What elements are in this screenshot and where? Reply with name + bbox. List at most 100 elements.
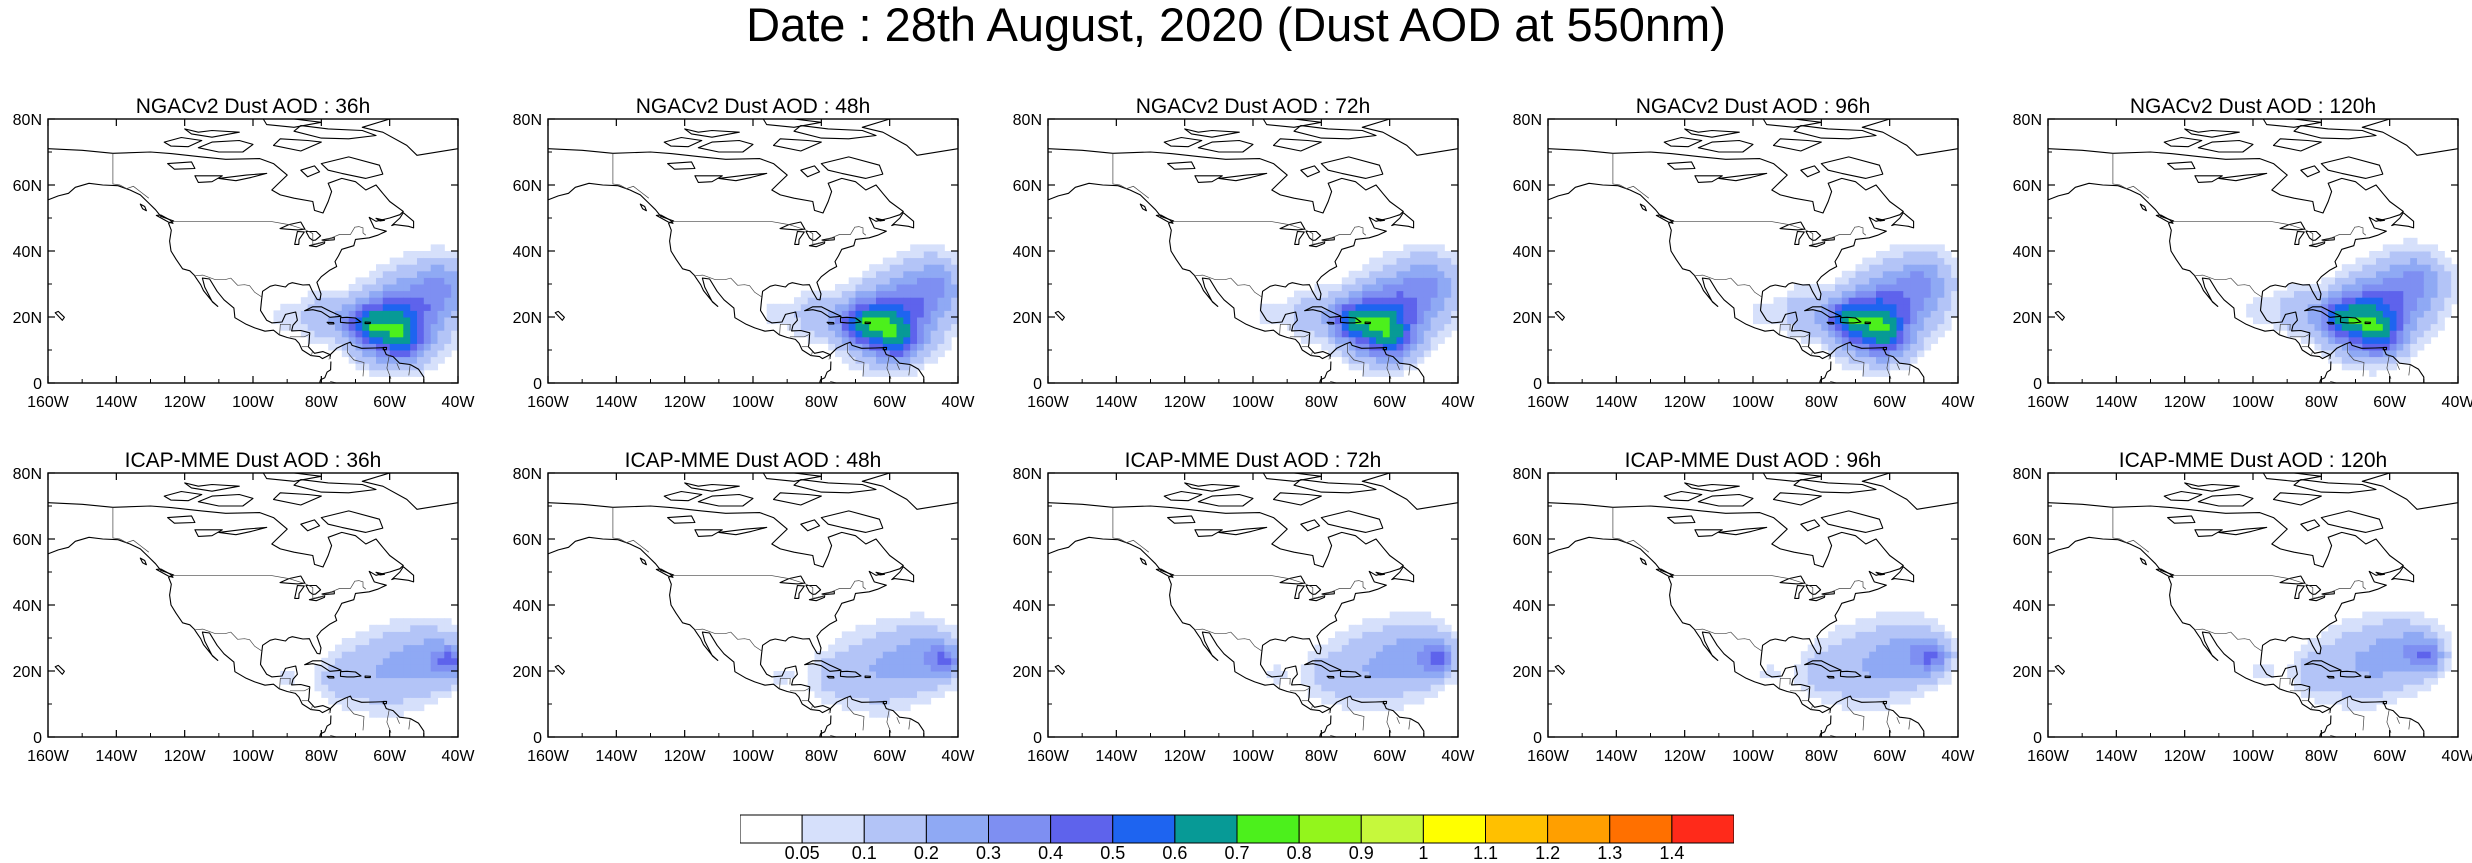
aod-cell bbox=[910, 677, 918, 685]
aod-cell bbox=[2396, 684, 2404, 692]
aod-cell bbox=[882, 350, 891, 358]
aod-cell bbox=[1341, 310, 1350, 318]
aod-cell bbox=[2417, 651, 2425, 659]
aod-cell bbox=[1389, 336, 1398, 344]
aod-cell bbox=[1376, 651, 1384, 659]
aod-cell bbox=[2314, 336, 2322, 344]
aod-cell bbox=[362, 644, 370, 652]
island-outline bbox=[197, 493, 254, 507]
island-outline bbox=[882, 346, 888, 351]
aod-cell bbox=[896, 350, 904, 358]
aod-cell bbox=[2403, 677, 2411, 685]
aod-cell bbox=[910, 671, 918, 679]
aod-cell bbox=[807, 317, 816, 325]
aod-cell bbox=[951, 251, 959, 259]
aod-cell bbox=[1430, 264, 1439, 272]
aod-cell bbox=[1376, 704, 1384, 712]
aod-cell bbox=[2341, 624, 2350, 632]
aod-cell bbox=[1376, 697, 1384, 705]
lon-tick-label: 60W bbox=[373, 394, 407, 411]
aod-cell bbox=[1259, 317, 1268, 325]
aod-cell bbox=[355, 638, 363, 646]
aod-cell bbox=[937, 277, 945, 285]
south-america-coastline bbox=[319, 341, 425, 384]
aod-cell bbox=[869, 664, 877, 672]
aod-cell bbox=[1917, 310, 1925, 318]
aod-cell bbox=[376, 330, 384, 338]
island-outline bbox=[1839, 670, 1862, 678]
aod-cell bbox=[917, 297, 925, 305]
island-outline bbox=[1361, 118, 1459, 156]
aod-cell bbox=[841, 651, 850, 659]
aod-cell bbox=[1396, 264, 1404, 272]
aod-cell bbox=[417, 284, 425, 292]
aod-cell bbox=[437, 631, 445, 639]
aod-cell bbox=[389, 343, 398, 351]
aod-cell bbox=[348, 350, 357, 358]
island-outline bbox=[2304, 660, 2342, 672]
aod-cell bbox=[917, 363, 925, 371]
lake-outline bbox=[694, 175, 723, 183]
aod-cell bbox=[1396, 303, 1404, 311]
aod-cell bbox=[848, 657, 857, 665]
aod-cell bbox=[1328, 684, 1336, 692]
aod-cell bbox=[2300, 657, 2309, 665]
aod-cell bbox=[876, 651, 884, 659]
aod-cell bbox=[2423, 303, 2432, 311]
aod-cell bbox=[1417, 664, 1425, 672]
aod-cell bbox=[1403, 257, 1411, 265]
border-line bbox=[2289, 687, 2311, 692]
lake-outline bbox=[667, 515, 696, 524]
lat-tick-label: 0 bbox=[2033, 376, 2042, 393]
aod-cell bbox=[1923, 651, 1932, 659]
aod-cell bbox=[1423, 317, 1432, 325]
aod-cell bbox=[2335, 664, 2343, 672]
aod-cell bbox=[944, 270, 952, 278]
aod-cell bbox=[835, 297, 843, 305]
aod-cell bbox=[2403, 317, 2411, 325]
aod-cell bbox=[1341, 631, 1350, 639]
aod-cell bbox=[923, 657, 932, 665]
aod-cell bbox=[1382, 317, 1391, 325]
aod-cell bbox=[2403, 651, 2411, 659]
aod-cell bbox=[882, 644, 891, 652]
aod-cell bbox=[2369, 284, 2377, 292]
aod-cell bbox=[944, 330, 952, 338]
border-line bbox=[847, 343, 865, 377]
aod-cell bbox=[780, 310, 788, 318]
aod-cell bbox=[1787, 290, 1795, 298]
panel-title: ICAP-MME Dust AOD : 96h bbox=[1624, 449, 1882, 472]
aod-cell bbox=[1951, 310, 1959, 318]
aod-cell bbox=[1369, 631, 1377, 639]
aod-cell bbox=[1882, 356, 1891, 364]
colorbar-tick-label: 1.4 bbox=[1659, 843, 1685, 863]
border-line bbox=[279, 323, 291, 335]
aod-cell bbox=[773, 303, 781, 311]
aod-cell bbox=[410, 677, 418, 685]
aod-cell bbox=[1882, 297, 1891, 305]
aod-cell bbox=[1800, 323, 1809, 331]
aod-cell bbox=[1903, 284, 1911, 292]
aod-cell bbox=[1855, 684, 1863, 692]
aod-cell bbox=[1417, 684, 1425, 692]
north-america-coastline bbox=[2047, 148, 2404, 360]
aod-cell bbox=[1410, 677, 1418, 685]
aod-cell bbox=[1321, 677, 1329, 685]
aod-cell bbox=[1437, 330, 1445, 338]
aod-cell bbox=[944, 638, 952, 646]
aod-cell bbox=[2294, 677, 2302, 685]
aod-cell bbox=[841, 671, 850, 679]
aod-cell bbox=[1355, 677, 1363, 685]
aod-cell bbox=[1889, 651, 1898, 659]
aod-cell bbox=[437, 651, 445, 659]
aod-cell bbox=[1821, 638, 1829, 646]
aod-cell bbox=[869, 303, 877, 311]
aod-cell bbox=[2362, 350, 2370, 358]
aod-cell bbox=[2403, 310, 2411, 318]
aod-cell bbox=[2403, 270, 2411, 278]
aod-cell bbox=[2280, 310, 2288, 318]
aod-cell bbox=[1389, 624, 1398, 632]
aod-cell bbox=[1855, 664, 1863, 672]
aod-cell bbox=[910, 638, 918, 646]
aod-cell bbox=[876, 638, 884, 646]
